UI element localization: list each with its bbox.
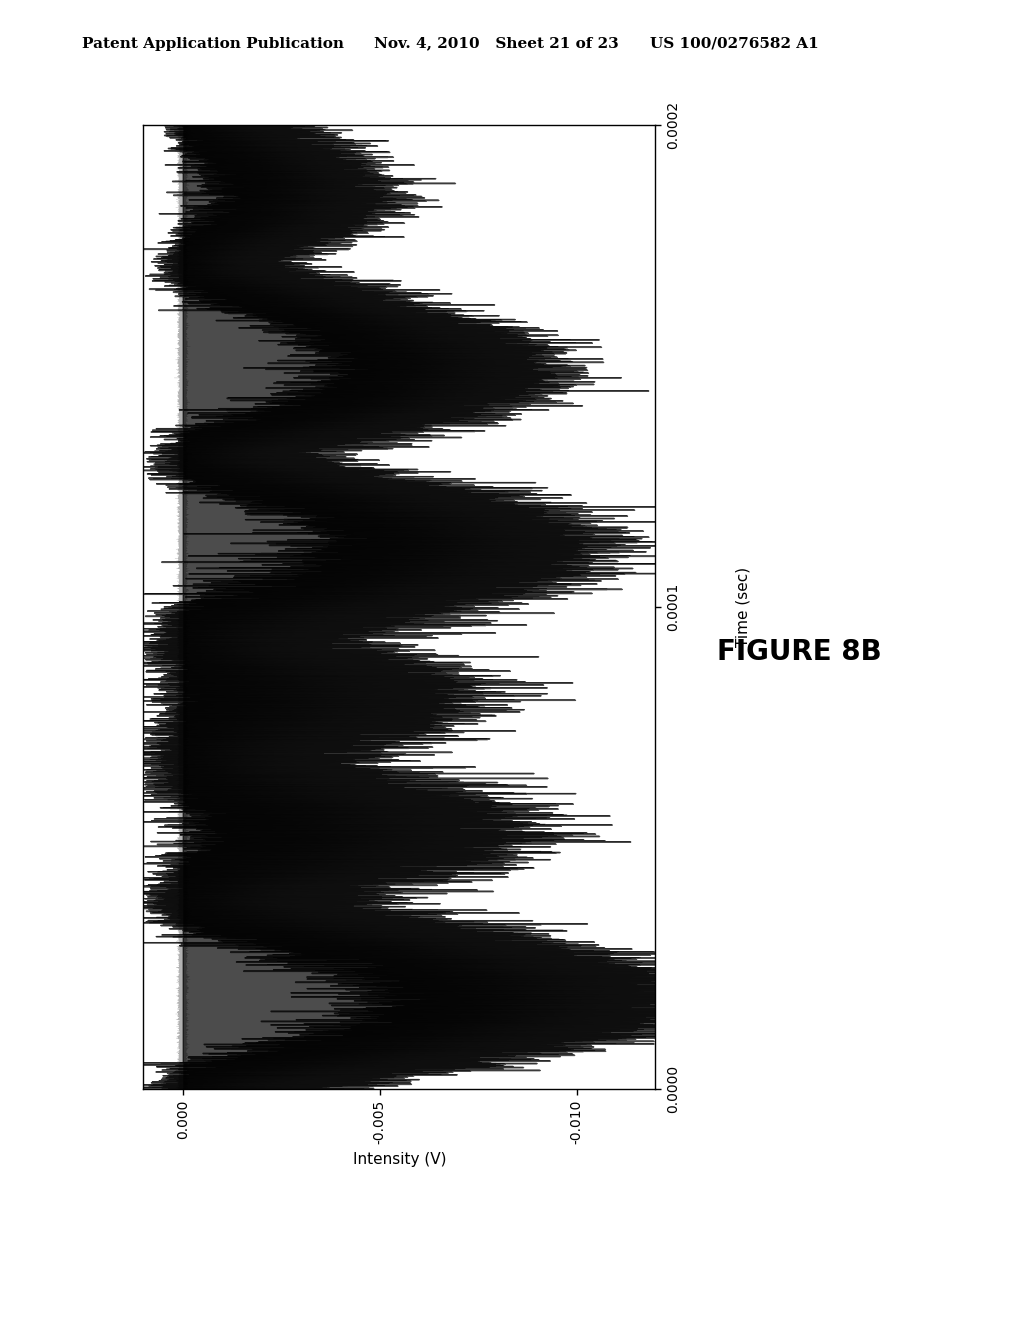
Text: Nov. 4, 2010   Sheet 21 of 23: Nov. 4, 2010 Sheet 21 of 23 <box>374 37 618 50</box>
Text: Patent Application Publication: Patent Application Publication <box>82 37 344 50</box>
Text: FIGURE 8B: FIGURE 8B <box>717 638 882 667</box>
X-axis label: Intensity (V): Intensity (V) <box>352 1152 446 1167</box>
Text: US 100/0276582 A1: US 100/0276582 A1 <box>650 37 819 50</box>
Y-axis label: Time (sec): Time (sec) <box>735 568 751 647</box>
